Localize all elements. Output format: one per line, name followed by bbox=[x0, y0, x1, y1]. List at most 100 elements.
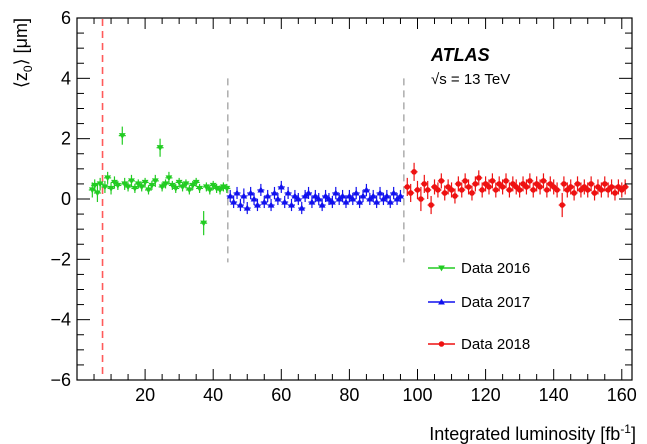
data-point bbox=[448, 187, 455, 193]
legend-label: Data 2016 bbox=[461, 260, 530, 277]
data-point bbox=[571, 190, 577, 196]
data-point bbox=[475, 175, 482, 181]
data-point bbox=[196, 185, 203, 192]
data-point bbox=[267, 201, 275, 208]
data-point bbox=[213, 185, 221, 192]
data-point bbox=[441, 190, 448, 196]
legend-marker bbox=[438, 265, 445, 272]
data-point bbox=[237, 201, 244, 208]
data-point bbox=[622, 184, 628, 190]
data-point bbox=[393, 195, 401, 202]
legend-item: Data 2017 bbox=[428, 294, 530, 311]
data-point bbox=[185, 187, 193, 194]
data-point bbox=[182, 181, 190, 188]
legend-item: Data 2018 bbox=[428, 336, 530, 353]
data-point bbox=[189, 182, 197, 189]
plot-area bbox=[88, 19, 629, 379]
y-tick-label: 0 bbox=[61, 189, 71, 209]
data-point bbox=[124, 184, 132, 191]
data-point bbox=[301, 192, 309, 199]
data-point bbox=[114, 182, 122, 189]
x-tick-label: 60 bbox=[271, 385, 291, 405]
data-point bbox=[318, 201, 326, 208]
data-point bbox=[240, 192, 248, 199]
data-point bbox=[247, 189, 255, 196]
data-point bbox=[588, 181, 594, 187]
data-point bbox=[192, 179, 200, 186]
data-point bbox=[322, 192, 329, 199]
data-point bbox=[363, 186, 370, 193]
data-point bbox=[383, 192, 391, 199]
data-point bbox=[380, 195, 387, 202]
data-point bbox=[414, 187, 421, 193]
data-point bbox=[424, 187, 431, 193]
data-point bbox=[141, 179, 149, 186]
data-point bbox=[288, 201, 295, 208]
data-point bbox=[284, 189, 292, 196]
energy-label: √s = 13 TeV bbox=[431, 71, 510, 88]
legend: Data 2016 Data 2017 Data 2018 bbox=[428, 260, 530, 353]
data-point bbox=[390, 189, 398, 196]
data-point bbox=[608, 184, 615, 190]
x-tick-label: 160 bbox=[607, 385, 637, 405]
data-point bbox=[455, 181, 462, 187]
y-tick-label: 4 bbox=[61, 68, 71, 88]
data-point bbox=[264, 192, 272, 199]
data-point bbox=[421, 181, 428, 187]
data-point bbox=[325, 195, 333, 202]
legend-label: Data 2018 bbox=[461, 336, 530, 353]
data-point bbox=[352, 189, 360, 196]
data-point bbox=[452, 193, 458, 199]
data-point bbox=[94, 190, 101, 197]
data-point bbox=[479, 187, 485, 193]
data-point bbox=[111, 179, 118, 186]
data-point bbox=[121, 181, 129, 188]
data-point bbox=[561, 181, 567, 187]
data-point bbox=[489, 178, 496, 184]
data-point bbox=[226, 192, 234, 199]
data-point bbox=[202, 184, 210, 191]
data-point bbox=[305, 189, 312, 196]
data-point bbox=[332, 189, 340, 196]
data-point bbox=[503, 178, 509, 184]
x-tick-label: 80 bbox=[339, 385, 359, 405]
data-point bbox=[438, 178, 445, 184]
data-point bbox=[308, 198, 316, 205]
data-point bbox=[107, 185, 115, 192]
data-point bbox=[516, 187, 523, 193]
data-point bbox=[233, 189, 241, 196]
data-point bbox=[250, 195, 258, 202]
data-point bbox=[407, 190, 414, 196]
data-point bbox=[411, 169, 417, 175]
y-axis-title: ⟨z0⟩ [μm] bbox=[11, 18, 35, 88]
data-point bbox=[131, 185, 139, 192]
data-point bbox=[96, 181, 104, 188]
data-point bbox=[369, 192, 377, 199]
data-point bbox=[138, 184, 146, 191]
data-point bbox=[544, 187, 550, 193]
data-point bbox=[328, 198, 336, 205]
data-point bbox=[209, 182, 217, 189]
data-point bbox=[373, 198, 381, 205]
data-point bbox=[335, 195, 343, 202]
data-point bbox=[298, 204, 306, 211]
data-point bbox=[104, 175, 112, 182]
data-point bbox=[172, 185, 180, 192]
data-point bbox=[281, 198, 289, 205]
data-point bbox=[254, 201, 261, 208]
data-point bbox=[386, 198, 394, 205]
data-point bbox=[418, 196, 424, 202]
axis-ticks bbox=[76, 17, 632, 381]
series-data-2018 bbox=[403, 162, 629, 218]
data-point bbox=[156, 145, 164, 152]
data-point bbox=[118, 133, 126, 140]
y-tick-label: 2 bbox=[61, 129, 71, 149]
x-tick-label: 100 bbox=[402, 385, 432, 405]
data-point bbox=[243, 204, 251, 211]
data-point bbox=[530, 187, 537, 193]
data-point bbox=[271, 189, 278, 196]
data-point bbox=[277, 183, 285, 190]
data-point bbox=[216, 187, 224, 194]
y-tick-label: −4 bbox=[50, 310, 71, 330]
